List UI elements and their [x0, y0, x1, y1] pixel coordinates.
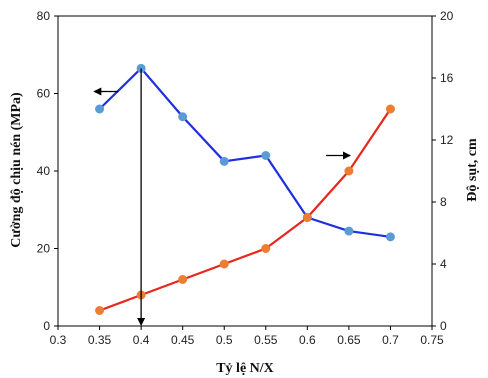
- x-tick-label: 0.75: [420, 333, 444, 347]
- x-tick-label: 0.45: [171, 333, 195, 347]
- x-tick-label: 0.7: [382, 333, 399, 347]
- y-left-tick-label: 0: [43, 319, 50, 333]
- y-right-tick-label: 8: [440, 195, 447, 209]
- x-tick-label: 0.5: [216, 333, 233, 347]
- series-1-point: [219, 259, 229, 269]
- series-0-point: [344, 226, 354, 236]
- y-right-axis-title: Độ sụt, cm: [465, 138, 480, 202]
- series-0-point: [261, 151, 271, 160]
- x-tick-label: 0.4: [133, 333, 150, 347]
- series-1-point: [385, 104, 395, 114]
- x-tick-label: 0.3: [50, 333, 67, 347]
- y-right-tick-label: 20: [440, 9, 454, 23]
- y-left-tick-label: 60: [37, 87, 51, 101]
- series-0-point: [219, 156, 229, 166]
- y-left-axis-ticks: 0 20 40 60 80: [37, 9, 58, 333]
- series-1-line: [99, 108, 392, 312]
- series-layer: [95, 63, 395, 315]
- series-0-point: [95, 104, 105, 114]
- y-right-axis-ticks: 0 4 8 12 16 20: [432, 9, 454, 333]
- plot-frame: [57, 15, 433, 327]
- y-right-tick-label: 12: [440, 133, 454, 147]
- series-1-point: [261, 244, 271, 253]
- y-right-tick-label: 16: [440, 71, 454, 85]
- annotation-layer: [93, 68, 351, 326]
- x-tick-label: 0.6: [299, 333, 316, 347]
- series-1-point: [95, 306, 105, 315]
- series-1-point: [344, 166, 354, 176]
- series-0-point: [178, 112, 188, 122]
- series-0-line: [98, 67, 391, 238]
- y-left-tick-label: 20: [37, 242, 51, 256]
- y-left-tick-label: 80: [37, 9, 51, 23]
- series-1-point: [302, 213, 312, 222]
- x-tick-label: 0.35: [88, 333, 112, 347]
- series-0-point: [385, 232, 395, 242]
- series-1-point: [178, 275, 188, 284]
- y-right-tick-label: 4: [440, 257, 447, 271]
- y-right-tick-label: 0: [440, 319, 447, 333]
- x-axis-ticks: 0.3 0.35 0.4 0.45 0.5 0.55 0.6 0.65 0.7 0.75: [50, 326, 444, 347]
- x-axis-title: Tỷ lệ N/X: [216, 361, 274, 376]
- x-tick-label: 0.55: [254, 333, 278, 347]
- y-left-tick-label: 40: [37, 164, 51, 178]
- y-left-axis-title: Cường độ chịu nén (MPa): [9, 92, 24, 248]
- x-tick-label: 0.65: [337, 333, 361, 347]
- plot-area-border: [57, 15, 433, 327]
